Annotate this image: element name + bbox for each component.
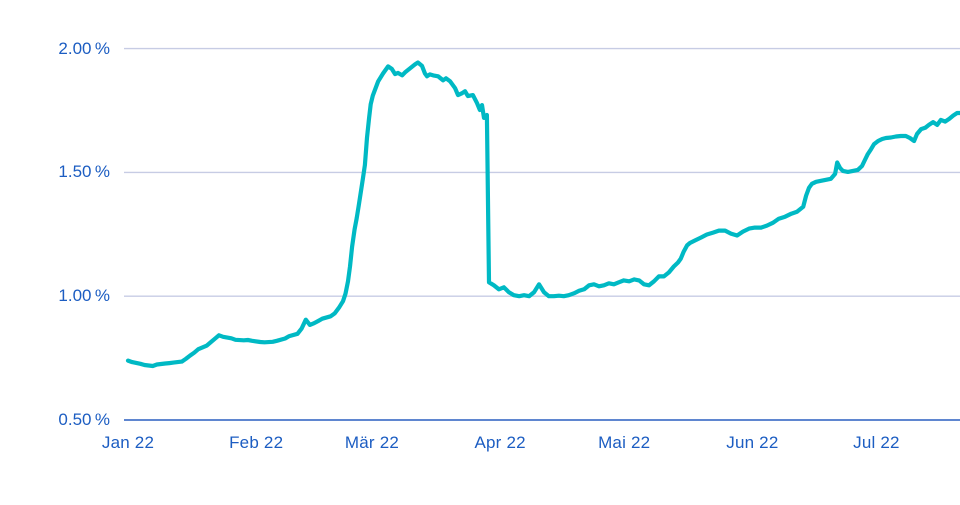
- x-tick-label: Feb 22: [229, 433, 284, 452]
- x-tick-label: Mai 22: [598, 433, 651, 452]
- y-tick-label: 1.50 %: [58, 162, 110, 182]
- x-tick-label: Mär 22: [344, 433, 399, 452]
- y-tick-label: 2.00 %: [58, 38, 110, 58]
- series-lines: [125, 60, 960, 369]
- y-tick-label: 1.00 %: [58, 286, 110, 306]
- interest-rate-line-chart: 2.00 % 1.50 % 1.00 % 0.50 % Jan 22 Feb 22 Mär…: [40, 16, 960, 489]
- x-tick-label: Jan 22: [101, 433, 155, 452]
- x-tick-label: Jun 22: [726, 433, 779, 452]
- gridlines: [124, 47, 960, 421]
- rate-line: [125, 60, 960, 369]
- x-tick-label: Apr 22: [474, 433, 526, 452]
- y-tick-label: 0.50 %: [58, 410, 110, 429]
- chart-svg: [124, 47, 960, 421]
- x-tick-label: Jul 22: [853, 433, 900, 452]
